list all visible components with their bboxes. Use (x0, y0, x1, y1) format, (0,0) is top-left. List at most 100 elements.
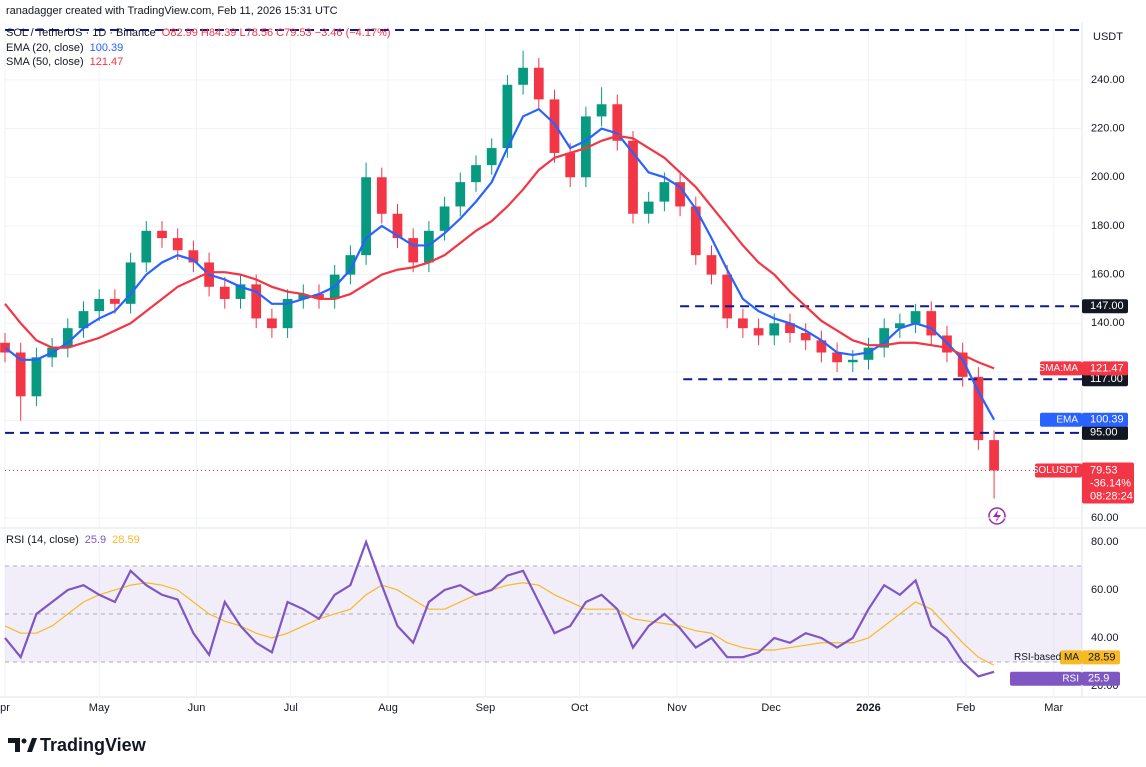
candle-body (549, 99, 560, 153)
candle-body (847, 359, 858, 363)
candle-body (785, 323, 795, 334)
tag-value-box (1082, 462, 1134, 504)
candle-body (282, 298, 293, 329)
candle-body (863, 347, 874, 360)
candle-body (895, 323, 905, 329)
tag-value-box (1082, 299, 1128, 314)
y-tick-label: 200.00 (1091, 171, 1125, 183)
candle-body (816, 340, 827, 353)
candle-body (753, 328, 764, 336)
indicator-value: 25.9 (85, 534, 106, 546)
moving-average-line (4, 134, 995, 370)
alert-icon (988, 507, 1006, 525)
tag-name-box (1040, 361, 1082, 376)
candle-body (769, 323, 780, 336)
candle-body (219, 286, 230, 299)
tag-value-box (1082, 412, 1128, 427)
candle-body (973, 376, 984, 441)
tag-name: EMA (1056, 414, 1078, 425)
y-tick-label: 140.00 (1091, 317, 1125, 329)
tag-value: 25.9 (1088, 673, 1109, 685)
ma-tag: EMA 100.39 (1040, 412, 1128, 427)
credit: ranadagger created with TradingView.com,… (6, 5, 338, 17)
x-tick-label: Oct (571, 702, 588, 714)
x-tick-label: Dec (761, 702, 781, 714)
candle-body (408, 238, 419, 263)
rsi-tag: RSI-based MA 28.59 (1014, 650, 1120, 665)
tag-value: 28.59 (1088, 651, 1116, 663)
x-tick-label: Sep (476, 702, 496, 714)
y-tick-label: 220.00 (1091, 123, 1125, 135)
change: -36.14% (1090, 477, 1131, 489)
candle-body (15, 352, 26, 397)
logo-text: TradingView (40, 735, 147, 755)
last-price: 79.53 (1090, 464, 1118, 476)
currency: USDT (1093, 31, 1123, 43)
indicator-value: 121.47 (90, 56, 124, 68)
candle-body (110, 298, 120, 304)
candle-body (738, 318, 748, 329)
price-tag: SOLUSDT 79.53-36.14%08:28:24 (1032, 462, 1134, 504)
tag-value-box (1082, 425, 1128, 440)
candle-body (251, 284, 262, 319)
rsi-tag: RSI 25.9 (1010, 671, 1120, 686)
level-tag: 95.00 (1082, 425, 1128, 440)
x-tick-label: Jul (284, 702, 298, 714)
tag-name-box (1010, 671, 1082, 686)
indicator-value: 28.59 (112, 534, 140, 546)
tag-name: SMA:MA (1039, 363, 1079, 374)
candle-body (172, 238, 183, 251)
candle-body (533, 67, 544, 100)
candle-body (628, 140, 638, 214)
candle-body (392, 213, 403, 239)
candle-body (157, 230, 167, 239)
indicator-legend: EMA (20, close) 100.39 (6, 42, 123, 54)
candle-body (361, 177, 371, 256)
candle-body (565, 152, 576, 178)
candle-body (424, 230, 434, 263)
x-tick-label: Nov (667, 702, 687, 714)
y-tick-label: 160.00 (1091, 269, 1125, 281)
candle-body (314, 294, 324, 299)
candle-body (675, 182, 685, 207)
candle-body (455, 182, 466, 207)
candle-body (267, 318, 277, 329)
candle-body (518, 67, 528, 85)
candle-body (125, 262, 136, 304)
tag-name: SOLUSDT (1032, 465, 1079, 476)
candle-body (706, 255, 717, 275)
x-tick-label: Jun (188, 702, 206, 714)
candle-body (31, 357, 42, 397)
x-tick-label: pr (0, 702, 10, 714)
y-tick-label: 80.00 (1091, 536, 1119, 548)
candle-body (612, 104, 623, 141)
candle-body (78, 311, 89, 329)
candle-body (800, 333, 811, 341)
tag-value-box (1082, 650, 1120, 665)
tag-value-box (1082, 671, 1120, 686)
x-tick-label: Mar (1044, 702, 1063, 714)
tag-value: 95.00 (1090, 427, 1118, 439)
candle-body (188, 250, 199, 263)
symbol-legend: SOL / TetherUS · 1D · Binance O82.99 H84.… (6, 27, 391, 39)
candle-body (471, 165, 481, 183)
y-tick-label: 180.00 (1091, 220, 1125, 232)
x-tick-label: 2026 (856, 702, 880, 714)
indicator-name: SMA (50, close) (6, 56, 84, 68)
rsi-legend: RSI (14, close) 25.9 28.59 (6, 534, 140, 546)
tag-value: 121.47 (1090, 362, 1124, 374)
rsi-line (4, 538, 995, 678)
indicator-name: EMA (20, close) (6, 42, 84, 54)
x-tick-label: May (89, 702, 110, 714)
tag-name-box (1035, 463, 1082, 478)
tag-value: 100.39 (1090, 414, 1124, 426)
tag-name: RSI (1062, 673, 1079, 684)
level-tag: 147.00 (1082, 299, 1128, 314)
candle-body (989, 440, 999, 471)
candle-body (643, 201, 654, 214)
moving-average-line (4, 107, 996, 421)
ma-tag: SMA:MA 121.47 (1039, 361, 1128, 376)
candle-body (957, 352, 968, 377)
